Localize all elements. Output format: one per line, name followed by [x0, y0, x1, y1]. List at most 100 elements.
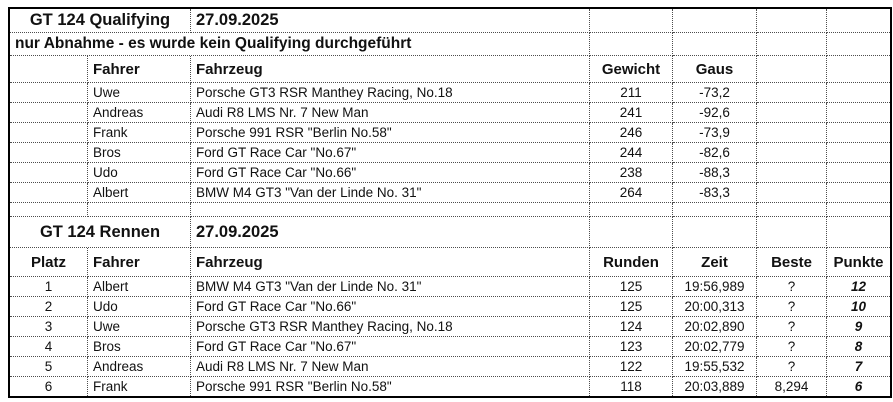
- r-cell-platz: 6: [10, 377, 88, 396]
- r-cell-beste: ?: [757, 337, 827, 357]
- r-cell-zeit: 19:56,989: [673, 277, 757, 297]
- r-cell-fahrer: Bros: [88, 337, 191, 357]
- q-header-gaus: Gaus: [673, 56, 757, 83]
- q-cell-fahrzeug: BMW M4 GT3 "Van der Linde No. 31": [191, 183, 590, 203]
- r-cell-platz: 1: [10, 277, 88, 297]
- race-title: GT 124 Rennen: [10, 217, 191, 248]
- qualifying-note: nur Abnahme - es wurde kein Qualifying d…: [10, 33, 590, 56]
- qualifying-date: 27.09.2025: [191, 9, 590, 33]
- empty-cell: [827, 83, 890, 103]
- r-cell-punkte: 8: [827, 337, 890, 357]
- empty-cell: [757, 183, 827, 203]
- empty-cell: [827, 163, 890, 183]
- r-cell-punkte: 9: [827, 317, 890, 337]
- empty-cell: [757, 123, 827, 143]
- empty-cell: [10, 123, 88, 143]
- r-cell-fahrzeug: Ford GT Race Car "No.67": [191, 337, 590, 357]
- empty-cell: [757, 203, 827, 217]
- q-header-fahrzeug: Fahrzeug: [191, 56, 590, 83]
- q-cell-gaus: -92,6: [673, 103, 757, 123]
- empty-cell: [827, 103, 890, 123]
- r-cell-punkte: 10: [827, 297, 890, 317]
- empty-cell: [10, 83, 88, 103]
- r-cell-runden: 124: [590, 317, 673, 337]
- q-header-fahrer: Fahrer: [88, 56, 191, 83]
- empty-cell: [827, 183, 890, 203]
- empty-cell: [673, 203, 757, 217]
- empty-cell: [827, 33, 890, 56]
- r-cell-runden: 123: [590, 337, 673, 357]
- r-cell-runden: 125: [590, 297, 673, 317]
- race-date: 27.09.2025: [191, 217, 590, 248]
- empty-cell: [673, 9, 757, 33]
- results-sheet: GT 124 Qualifying 27.09.2025 nur Abnahme…: [8, 7, 892, 398]
- r-cell-zeit: 20:00,313: [673, 297, 757, 317]
- empty-cell: [827, 217, 890, 248]
- empty-cell: [10, 143, 88, 163]
- q-cell-fahrer: Udo: [88, 163, 191, 183]
- q-header-gewicht: Gewicht: [590, 56, 673, 83]
- r-cell-fahrer: Andreas: [88, 357, 191, 377]
- r-cell-fahrzeug: Porsche 991 RSR "Berlin No.58": [191, 377, 590, 396]
- r-cell-fahrzeug: Ford GT Race Car "No.66": [191, 297, 590, 317]
- empty-cell: [10, 203, 88, 217]
- empty-cell: [673, 33, 757, 56]
- r-cell-runden: 118: [590, 377, 673, 396]
- empty-cell: [88, 203, 191, 217]
- q-cell-gewicht: 244: [590, 143, 673, 163]
- r-cell-beste: ?: [757, 357, 827, 377]
- r-cell-zeit: 20:03,889: [673, 377, 757, 396]
- empty-cell: [757, 83, 827, 103]
- empty-cell: [10, 183, 88, 203]
- empty-cell: [757, 217, 827, 248]
- empty-cell: [10, 103, 88, 123]
- r-cell-platz: 3: [10, 317, 88, 337]
- r-header-runden: Runden: [590, 248, 673, 277]
- r-cell-platz: 5: [10, 357, 88, 377]
- empty-cell: [827, 203, 890, 217]
- q-cell-gaus: -83,3: [673, 183, 757, 203]
- q-cell-gaus: -73,2: [673, 83, 757, 103]
- r-cell-fahrer: Udo: [88, 297, 191, 317]
- r-header-fahrzeug: Fahrzeug: [191, 248, 590, 277]
- r-cell-fahrzeug: Porsche GT3 RSR Manthey Racing, No.18: [191, 317, 590, 337]
- r-cell-zeit: 20:02,890: [673, 317, 757, 337]
- r-cell-fahrer: Albert: [88, 277, 191, 297]
- q-cell-fahrzeug: Porsche GT3 RSR Manthey Racing, No.18: [191, 83, 590, 103]
- r-cell-platz: 2: [10, 297, 88, 317]
- q-cell-gewicht: 211: [590, 83, 673, 103]
- r-cell-runden: 125: [590, 277, 673, 297]
- r-cell-zeit: 20:02,779: [673, 337, 757, 357]
- q-cell-fahrzeug: Audi R8 LMS Nr. 7 New Man: [191, 103, 590, 123]
- r-cell-fahrer: Frank: [88, 377, 191, 396]
- r-cell-zeit: 19:55,532: [673, 357, 757, 377]
- r-header-beste: Beste: [757, 248, 827, 277]
- q-cell-fahrzeug: Ford GT Race Car "No.67": [191, 143, 590, 163]
- empty-cell: [757, 163, 827, 183]
- empty-cell: [827, 56, 890, 83]
- q-cell-fahrer: Frank: [88, 123, 191, 143]
- r-cell-punkte: 12: [827, 277, 890, 297]
- r-cell-platz: 4: [10, 337, 88, 357]
- empty-cell: [827, 9, 890, 33]
- empty-cell: [757, 9, 827, 33]
- r-header-zeit: Zeit: [673, 248, 757, 277]
- q-cell-fahrer: Andreas: [88, 103, 191, 123]
- r-cell-fahrzeug: Audi R8 LMS Nr. 7 New Man: [191, 357, 590, 377]
- r-cell-beste: ?: [757, 297, 827, 317]
- q-cell-fahrer: Uwe: [88, 83, 191, 103]
- r-cell-beste: ?: [757, 277, 827, 297]
- q-cell-gewicht: 246: [590, 123, 673, 143]
- r-header-platz: Platz: [10, 248, 88, 277]
- empty-cell: [590, 203, 673, 217]
- r-cell-beste: ?: [757, 317, 827, 337]
- q-cell-fahrzeug: Porsche 991 RSR "Berlin No.58": [191, 123, 590, 143]
- q-cell-gaus: -82,6: [673, 143, 757, 163]
- q-cell-gaus: -73,9: [673, 123, 757, 143]
- empty-cell: [10, 56, 88, 83]
- r-header-punkte: Punkte: [827, 248, 890, 277]
- q-cell-fahrzeug: Ford GT Race Car "No.66": [191, 163, 590, 183]
- empty-cell: [757, 143, 827, 163]
- r-cell-runden: 122: [590, 357, 673, 377]
- qualifying-title: GT 124 Qualifying: [10, 9, 191, 33]
